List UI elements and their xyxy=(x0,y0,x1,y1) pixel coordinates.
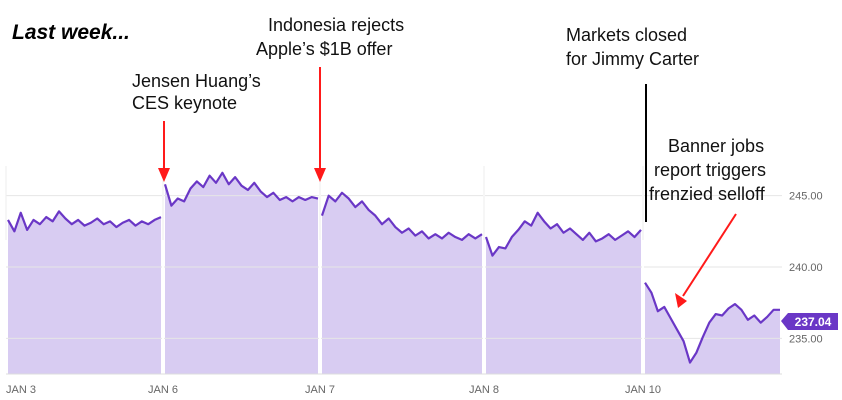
series-line xyxy=(163,171,319,207)
axes: 245.00 240.00 235.00 JAN 3 JAN 6 JAN 7 JAN 8 JA… xyxy=(6,191,823,396)
y-tick-label: 245.00 xyxy=(789,191,823,203)
last-price-badge: 237.04 xyxy=(781,313,838,330)
annotation-text: Apple’s $1B offer xyxy=(256,39,392,59)
chart-title: Last week... xyxy=(12,21,130,44)
series-line-group xyxy=(7,171,780,364)
annotation-text: for Jimmy Carter xyxy=(566,49,699,69)
annotation-jobs-report: Banner jobs report triggers frenzied sel… xyxy=(649,136,766,308)
annotation-text: Indonesia rejects xyxy=(268,15,404,35)
series-area xyxy=(165,172,318,374)
x-tick-label: JAN 3 xyxy=(6,384,36,396)
arrow-head xyxy=(158,168,170,182)
annotation-ces: Jensen Huang’s CES keynote xyxy=(132,71,261,182)
x-tick-label: JAN 8 xyxy=(469,384,499,396)
x-tick-label: JAN 10 xyxy=(625,384,661,396)
series-line xyxy=(320,191,483,241)
annotation-text: Markets closed xyxy=(566,25,687,45)
annotation-text: Banner jobs xyxy=(668,136,764,156)
arrow-head xyxy=(675,293,687,308)
x-tick-label: JAN 7 xyxy=(305,384,335,396)
annotation-text: frenzied selloff xyxy=(649,184,766,204)
price-badge-shape xyxy=(781,313,838,330)
y-tick-label: 235.00 xyxy=(789,333,823,345)
series-area xyxy=(645,282,780,374)
series-line xyxy=(7,210,162,233)
x-tick-label: JAN 6 xyxy=(148,384,178,396)
annotation-text: Jensen Huang’s xyxy=(132,71,261,91)
annotation-indonesia: Indonesia rejects Apple’s $1B offer xyxy=(256,15,404,182)
series-area xyxy=(486,212,641,374)
annotation-text: CES keynote xyxy=(132,93,237,113)
annotation-carter: Markets closed for Jimmy Carter xyxy=(566,25,699,222)
arrow-head xyxy=(314,168,326,182)
annotation-arrow xyxy=(682,213,737,297)
series-area xyxy=(8,211,161,374)
last-price-label: 237.04 xyxy=(795,315,832,329)
y-tick-label: 240.00 xyxy=(789,262,823,274)
plot-area xyxy=(8,172,780,374)
annotation-text: report triggers xyxy=(654,160,766,180)
series-line xyxy=(484,211,642,257)
series-area xyxy=(322,192,482,374)
series-line xyxy=(644,282,780,364)
grid xyxy=(5,156,782,374)
